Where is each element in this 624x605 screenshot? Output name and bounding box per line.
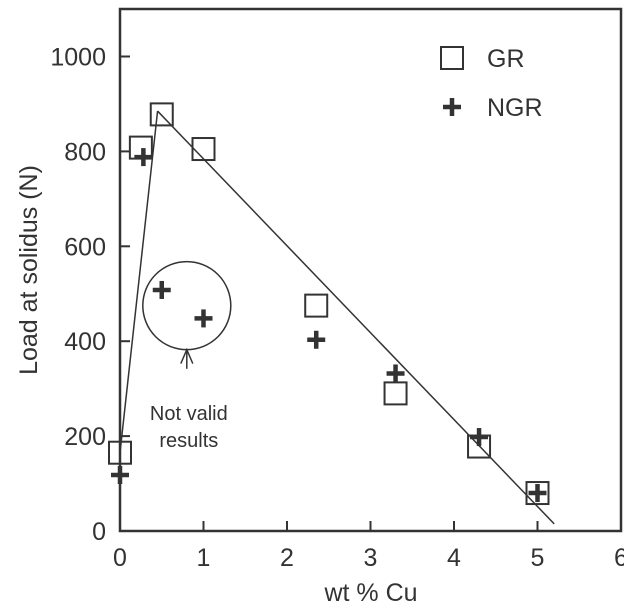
annotation-circle	[142, 260, 232, 351]
x-tick-label: 5	[531, 544, 545, 572]
ngr-point	[152, 280, 171, 299]
y-tick-label: 600	[64, 233, 106, 261]
legend-label: NGR	[487, 94, 543, 122]
annotation-text: Not valid	[150, 403, 228, 425]
legend: GR NGR	[440, 45, 543, 122]
y-tick-label: 400	[64, 328, 106, 356]
gr-point	[304, 293, 329, 318]
y-axis-title: Load at solidus (N)	[15, 165, 43, 375]
y-tick-label: 1000	[50, 44, 106, 72]
ngr-point	[111, 466, 129, 485]
not-valid-annotation: Not valid results	[142, 260, 232, 452]
legend-gr-marker	[440, 46, 464, 70]
trend-lines	[119, 110, 555, 525]
x-axis-title: wt % Cu	[323, 579, 417, 605]
x-tick-label: 6	[614, 544, 624, 572]
data-markers	[108, 102, 550, 506]
x-tick-label: 4	[447, 544, 461, 572]
annotation-text: results	[159, 430, 218, 452]
x-tick-label: 0	[113, 544, 127, 572]
y-tick-label: 800	[64, 138, 106, 166]
ngr-point	[470, 428, 489, 447]
gr-point	[108, 440, 132, 465]
x-tick-label: 3	[364, 544, 378, 572]
x-axis-ticks: 0 1 2 3 4 5 6	[113, 521, 624, 572]
gr-point	[383, 381, 408, 406]
x-tick-label: 2	[280, 544, 294, 572]
legend-ngr-marker	[443, 98, 461, 116]
y-axis-ticks: 0 200 400 600 800 1000	[50, 44, 130, 546]
ngr-point	[134, 148, 153, 167]
annotation-arrow-head	[180, 347, 194, 364]
legend-label: GR	[487, 45, 525, 73]
x-tick-label: 1	[197, 544, 211, 572]
gr-point	[149, 102, 174, 127]
y-tick-label: 0	[92, 518, 106, 546]
gr-point	[191, 137, 216, 162]
ngr-point	[307, 330, 326, 349]
ngr-point	[528, 484, 547, 503]
ngr-point	[386, 364, 405, 383]
ngr-point	[194, 309, 213, 328]
plot-frame	[118, 7, 623, 533]
y-tick-label: 200	[64, 423, 106, 451]
trend-line	[119, 110, 159, 453]
trend-line	[157, 110, 555, 525]
gr-point	[525, 481, 550, 506]
